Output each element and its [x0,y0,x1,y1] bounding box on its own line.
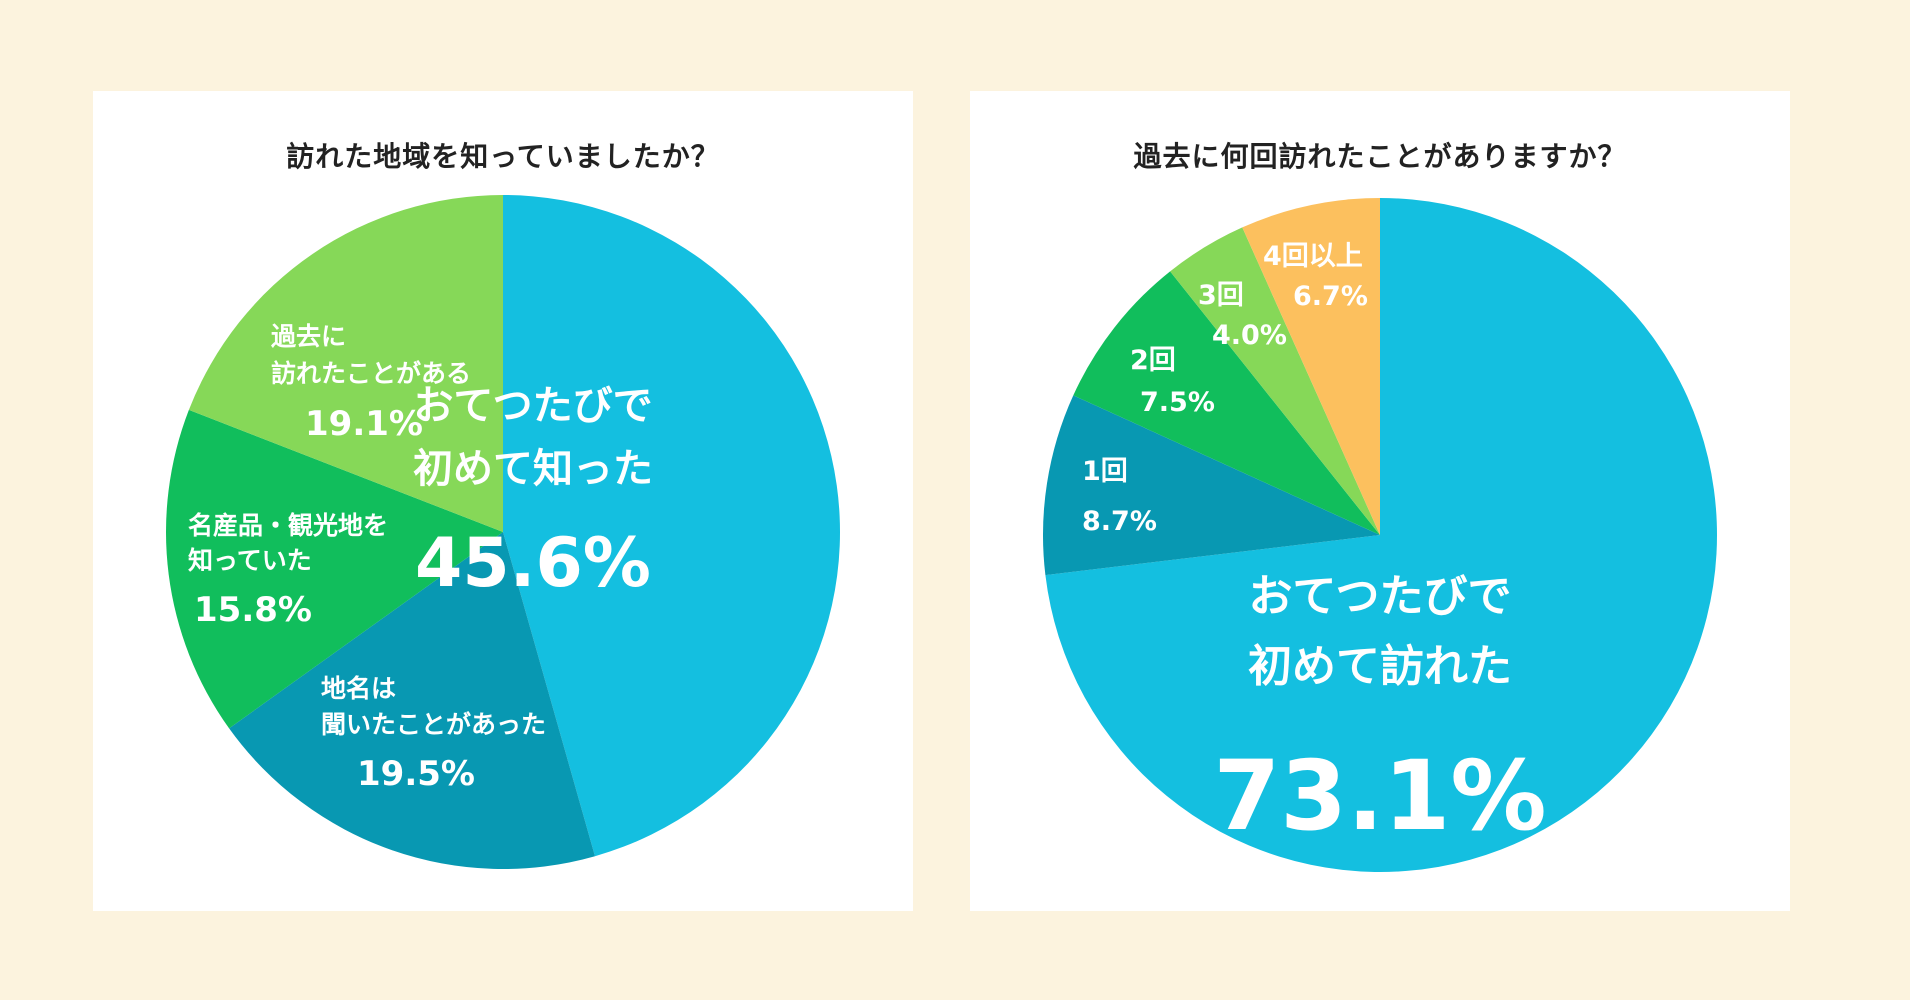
right-slice-3-name-line-0: 3回 [1198,280,1244,311]
right-slice-4-name-line-0: 4回以上 [1263,241,1363,272]
right-slice-0-value: 73.1% [1213,740,1546,852]
right-slice-2-name-line-0: 2回 [1130,345,1176,376]
left-slice-1-name-line-0: 地名は [321,674,396,703]
right-slice-1-value: 8.7% [1082,506,1157,537]
right-pie-slice-1 [1043,395,1380,576]
left-slice-3-name-line-0: 過去に [271,322,346,351]
left-slice-2-value: 15.8% [194,590,312,630]
left-chart-card: 訪れた地域を知っていましたか？ おてつたびで 初めて知った 45.6% 地名は聞いたこ… [93,91,913,911]
left-slice-2-name-line-1: 知っていた [188,546,312,575]
left-slice-3-name-line-1: 訪れたことがある [271,359,471,388]
right-slice-2-value: 7.5% [1140,387,1215,418]
left-pie-slice-0 [503,195,840,857]
left-chart-title: 訪れた地域を知っていましたか？ [286,140,720,173]
right-chart-card: 過去に何回訪れたことがありますか？ おてつたびで 初めて訪れた 73.1% 1回 8.7… [970,91,1790,911]
right-pie-slice-0 [1045,198,1717,872]
left-pie-slice-1 [229,532,595,869]
left-slice-0-name-line-1: 初めて知った [413,446,653,492]
right-chart-title: 過去に何回訪れたことがありますか？ [1133,140,1627,173]
right-slice-0-name-line-1: 初めて訪れた [1248,641,1512,692]
left-slice-1-value: 19.5% [357,754,475,794]
right-slice-0-name-line-0: おてつたびで [1248,571,1511,622]
left-slice-0-value: 45.6% [415,524,651,603]
left-slice-1-name-line-1: 聞いたことがあった [321,710,546,739]
right-slice-3-value: 4.0% [1212,320,1287,351]
left-slice-3-value: 19.1% [305,404,423,444]
left-pie-slice-2 [166,409,503,729]
right-pie-slice-3 [1170,227,1380,536]
right-slice-1-name-line-0: 1回 [1082,456,1128,487]
right-slice-4-value: 6.7% [1293,281,1368,312]
left-pie-slice-3 [188,195,503,532]
left-slice-0-name-line-0: おてつたびで [413,383,652,429]
left-slice-2-name-line-0: 名産品・観光地を [188,511,388,540]
right-pie-slice-4 [1242,198,1380,535]
right-pie-slice-2 [1073,271,1380,535]
